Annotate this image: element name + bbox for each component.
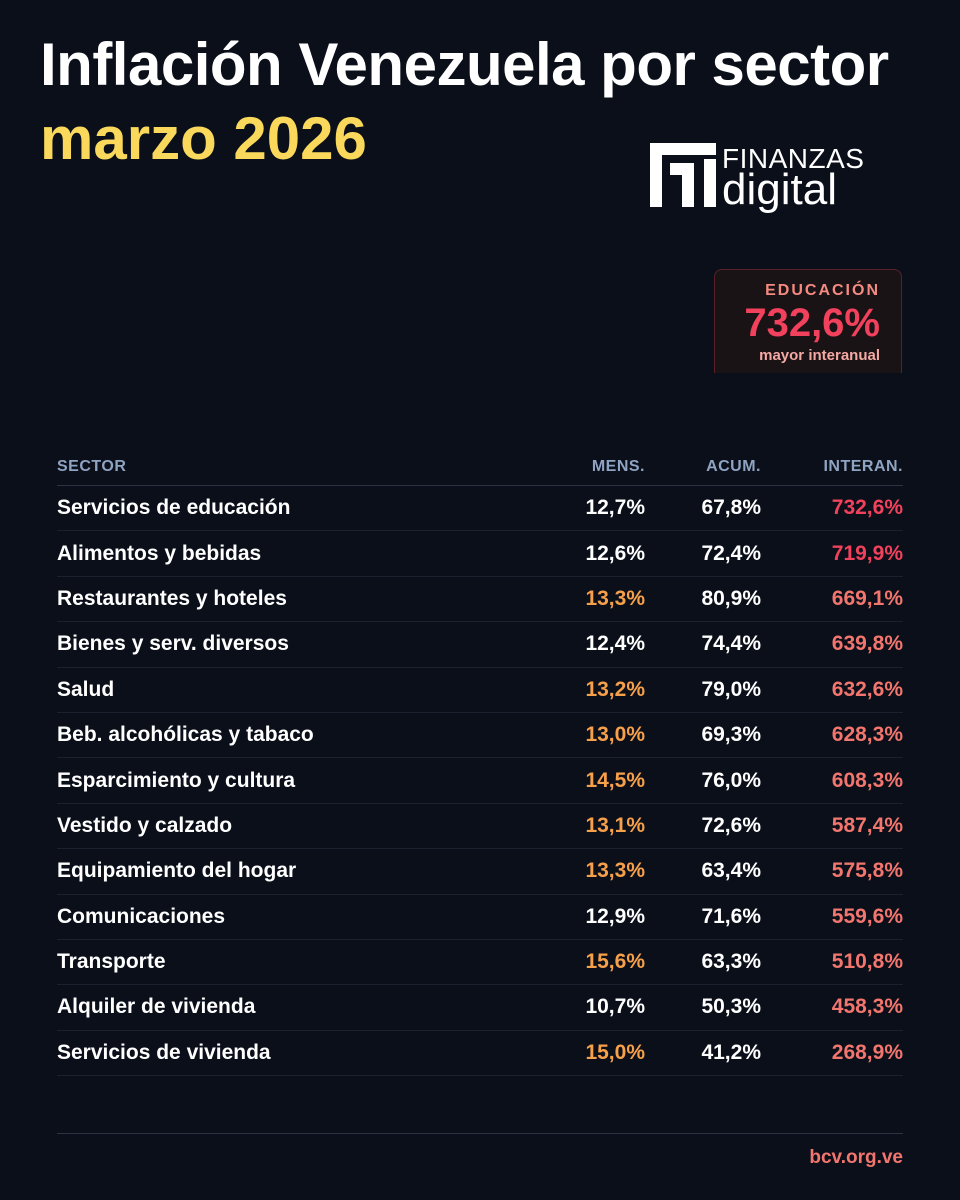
table-row: Alquiler de vivienda 10,7% 50,3% 458,3% (57, 985, 903, 1031)
page-title: Inflación Venezuela por sector (40, 31, 889, 98)
cell-acum: 72,4% (701, 541, 761, 565)
cell-sector: Servicios de vivienda (57, 1040, 271, 1064)
source-link[interactable]: bcv.org.ve (809, 1147, 903, 1168)
cell-sector: Beb. alcohólicas y tabaco (57, 723, 314, 747)
table-row: Vestido y calzado 13,1% 72,6% 587,4% (57, 804, 903, 850)
cell-mens: 10,7% (585, 995, 645, 1019)
cell-sector: Bienes y serv. diversos (57, 632, 289, 656)
header-inter: INTERAN. (823, 457, 903, 475)
table-row: Beb. alcohólicas y tabaco 13,0% 69,3% 628,3… (57, 713, 903, 759)
table-row: Servicios de vivienda 15,0% 41,2% 268,9% (57, 1031, 903, 1077)
cell-acum: 41,2% (701, 1040, 761, 1064)
cell-sector: Servicios de educación (57, 496, 291, 520)
cell-mens: 15,6% (585, 950, 645, 974)
cell-acum: 79,0% (701, 677, 761, 701)
logo-text-top: FINANZAS (722, 143, 865, 174)
cell-mens: 12,6% (585, 541, 645, 565)
cell-sector: Restaurantes y hoteles (57, 586, 287, 610)
cell-sector: Alquiler de vivienda (57, 995, 256, 1019)
cell-mens: 15,0% (585, 1040, 645, 1064)
highlight-label: EDUCACIÓN (765, 282, 880, 299)
logo-text-bottom: digital (722, 165, 837, 214)
cell-mens: 12,4% (585, 632, 645, 656)
cell-inter: 268,9% (831, 1040, 903, 1064)
cell-acum: 67,8% (701, 496, 761, 520)
cell-acum: 69,3% (701, 723, 761, 747)
cell-mens: 12,7% (585, 496, 645, 520)
cell-inter: 587,4% (831, 813, 903, 837)
header-sector: SECTOR (57, 457, 127, 475)
highlight-note: mayor interanual (759, 347, 880, 364)
cell-inter: 575,8% (831, 859, 903, 883)
cell-inter: 628,3% (831, 723, 903, 747)
table-row: Equipamiento del hogar 13,3% 63,4% 575,8% (57, 849, 903, 895)
cell-inter: 732,6% (831, 496, 903, 520)
table-row: Esparcimiento y cultura 14,5% 76,0% 608,3% (57, 758, 903, 804)
cell-inter: 669,1% (831, 586, 903, 610)
cell-sector: Vestido y calzado (57, 813, 233, 837)
cell-inter: 639,8% (831, 632, 903, 656)
highlight-value: 732,6% (744, 301, 880, 345)
cell-acum: 72,6% (701, 813, 761, 837)
table-row: Bienes y serv. diversos 12,4% 74,4% 639,8% (57, 622, 903, 668)
cell-mens: 13,2% (585, 677, 645, 701)
cell-acum: 50,3% (701, 995, 761, 1019)
header-acum: ACUM. (706, 457, 761, 475)
cell-sector: Salud (57, 677, 115, 701)
header-mens: MENS. (591, 457, 645, 475)
finanzas-digital-logo: FINANZAS digital (650, 143, 890, 214)
cell-sector: Equipamiento del hogar (57, 859, 297, 883)
cell-sector: Comunicaciones (57, 904, 226, 928)
cell-acum: 74,4% (701, 632, 761, 656)
table-row: Salud 13,2% 79,0% 632,6% (57, 668, 903, 713)
cell-sector: Alimentos y bebidas (57, 541, 262, 565)
cell-acum: 63,4% (701, 859, 761, 883)
cell-inter: 632,6% (831, 677, 903, 701)
cell-mens: 13,0% (585, 723, 645, 747)
cell-inter: 719,9% (831, 541, 903, 565)
cell-acum: 80,9% (701, 586, 761, 610)
table-body: Servicios de educación 12,7% 67,8% 732,6% Al… (57, 486, 903, 1077)
cell-sector: Transporte (57, 950, 166, 974)
table-row: Transporte 15,6% 63,3% 510,8% (57, 940, 903, 986)
highlight-card: EDUCACIÓN 732,6% mayor interanual (714, 269, 902, 373)
cell-mens: 13,3% (585, 586, 645, 610)
cell-mens: 12,9% (585, 904, 645, 928)
inflation-table: SECTOR MENS. ACUM. INTERAN. Servicios de… (57, 448, 903, 1077)
cell-mens: 13,1% (585, 813, 645, 837)
cell-inter: 458,3% (831, 995, 903, 1019)
table-row: Servicios de educación 12,7% 67,8% 732,6% (57, 486, 903, 532)
table-header: SECTOR MENS. ACUM. INTERAN. (57, 448, 903, 486)
table-row: Alimentos y bebidas 12,6% 72,4% 719,9% (57, 531, 903, 577)
cell-acum: 76,0% (701, 768, 761, 792)
table-row: Comunicaciones 12,9% 71,6% 559,6% (57, 895, 903, 940)
cell-sector: Esparcimiento y cultura (57, 768, 296, 792)
cell-acum: 63,3% (701, 950, 761, 974)
cell-mens: 14,5% (585, 768, 645, 792)
cell-inter: 510,8% (831, 950, 903, 974)
cell-inter: 608,3% (831, 768, 903, 792)
table-row: Restaurantes y hoteles 13,3% 80,9% 669,1% (57, 577, 903, 623)
cell-inter: 559,6% (831, 904, 903, 928)
logo-mark-icon (650, 143, 716, 207)
cell-acum: 71,6% (701, 904, 761, 928)
page-subtitle: marzo 2026 (40, 105, 367, 172)
footer-divider (57, 1133, 903, 1134)
cell-mens: 13,3% (585, 859, 645, 883)
